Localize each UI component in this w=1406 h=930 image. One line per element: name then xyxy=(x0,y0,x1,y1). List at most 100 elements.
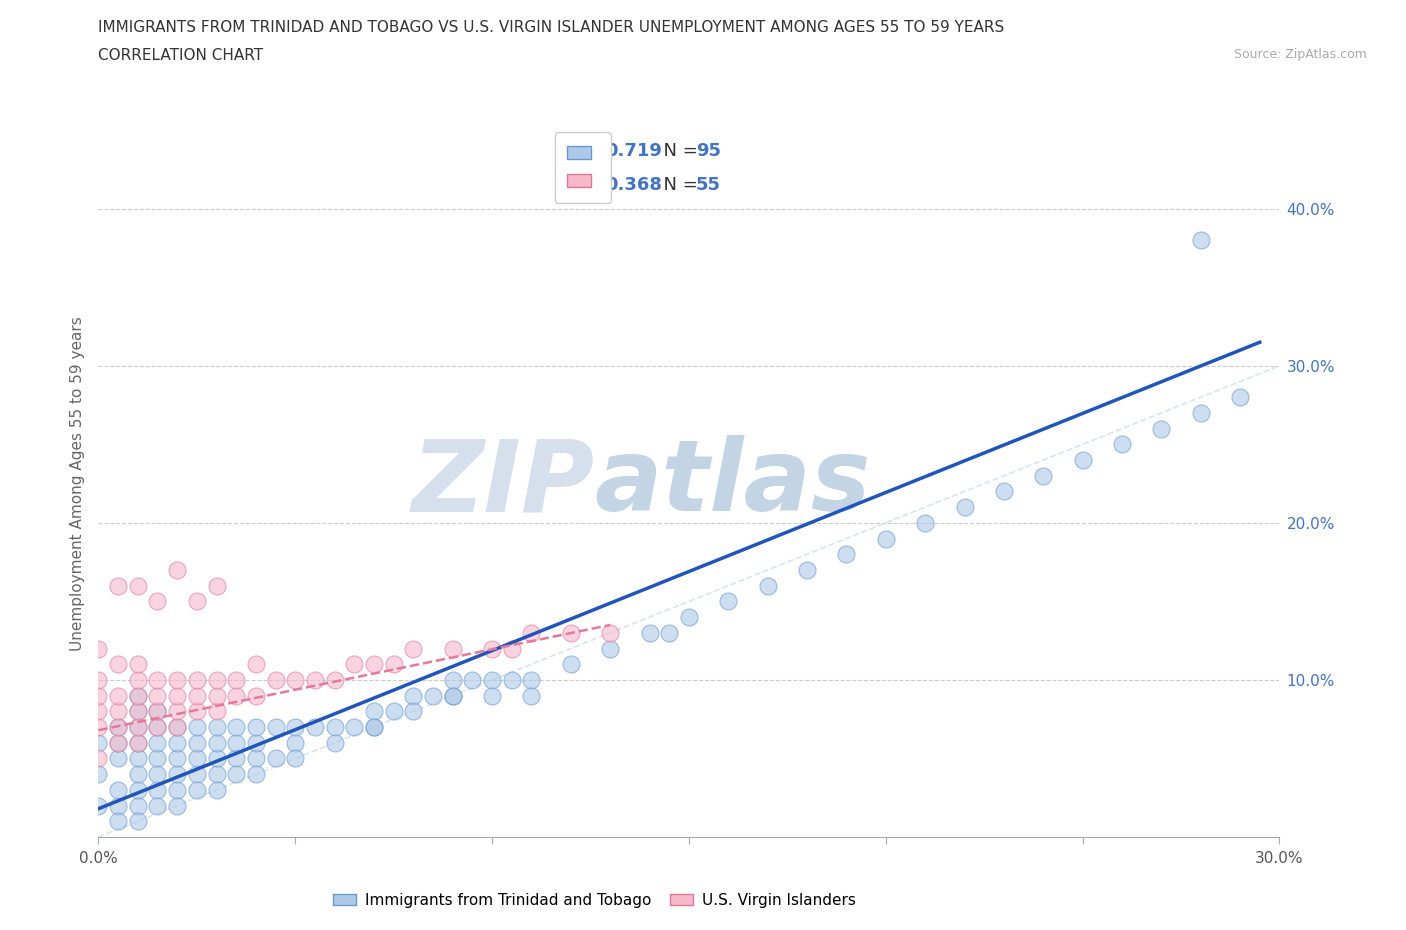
Point xyxy=(127,814,149,829)
Point xyxy=(402,688,425,703)
Point xyxy=(107,782,129,797)
Point xyxy=(245,720,267,735)
Point xyxy=(245,657,267,671)
Point xyxy=(599,625,621,640)
Point xyxy=(166,751,188,766)
Point xyxy=(205,751,228,766)
Point xyxy=(107,720,129,735)
Point xyxy=(304,720,326,735)
Point xyxy=(146,736,169,751)
Point xyxy=(127,798,149,813)
Point xyxy=(875,531,897,546)
Point xyxy=(245,736,267,751)
Point xyxy=(107,751,129,766)
Point xyxy=(107,736,129,751)
Point xyxy=(1150,421,1173,436)
Point xyxy=(87,798,110,813)
Point xyxy=(1189,232,1212,247)
Point xyxy=(127,736,149,751)
Point xyxy=(658,625,681,640)
Point xyxy=(343,657,366,671)
Point xyxy=(87,641,110,656)
Point xyxy=(166,688,188,703)
Point xyxy=(520,672,543,687)
Text: CORRELATION CHART: CORRELATION CHART xyxy=(98,48,263,63)
Point xyxy=(205,766,228,781)
Point xyxy=(678,610,700,625)
Text: atlas: atlas xyxy=(595,435,870,532)
Point xyxy=(363,720,385,735)
Text: R =: R = xyxy=(565,176,605,193)
Point xyxy=(914,515,936,530)
Point xyxy=(363,657,385,671)
Point xyxy=(87,704,110,719)
Point xyxy=(166,782,188,797)
Text: N =: N = xyxy=(652,141,703,160)
Point xyxy=(186,688,208,703)
Point xyxy=(225,751,247,766)
Point xyxy=(264,720,287,735)
Point xyxy=(107,688,129,703)
Point xyxy=(127,782,149,797)
Point xyxy=(717,594,740,609)
Point xyxy=(1111,437,1133,452)
Point xyxy=(225,766,247,781)
Point xyxy=(87,720,110,735)
Point xyxy=(461,672,484,687)
Point xyxy=(127,751,149,766)
Point xyxy=(127,736,149,751)
Point xyxy=(205,688,228,703)
Point xyxy=(382,704,405,719)
Point xyxy=(186,672,208,687)
Point xyxy=(107,704,129,719)
Point xyxy=(146,704,169,719)
Point xyxy=(127,720,149,735)
Point xyxy=(205,578,228,593)
Point xyxy=(166,766,188,781)
Point xyxy=(284,720,307,735)
Point xyxy=(225,736,247,751)
Point xyxy=(245,751,267,766)
Point xyxy=(146,751,169,766)
Point xyxy=(225,672,247,687)
Text: Source: ZipAtlas.com: Source: ZipAtlas.com xyxy=(1233,48,1367,61)
Point xyxy=(599,641,621,656)
Point xyxy=(501,641,523,656)
Point xyxy=(363,720,385,735)
Point xyxy=(323,720,346,735)
Point xyxy=(107,720,129,735)
Point xyxy=(186,720,208,735)
Point xyxy=(107,578,129,593)
Point xyxy=(481,688,503,703)
Point xyxy=(127,672,149,687)
Point xyxy=(402,704,425,719)
Point xyxy=(107,798,129,813)
Point xyxy=(186,704,208,719)
Point xyxy=(264,751,287,766)
Point xyxy=(225,720,247,735)
Point xyxy=(382,657,405,671)
Point xyxy=(205,720,228,735)
Point xyxy=(245,688,267,703)
Text: R =: R = xyxy=(565,141,605,160)
Point xyxy=(225,688,247,703)
Point xyxy=(87,672,110,687)
Point xyxy=(107,736,129,751)
Point xyxy=(146,720,169,735)
Point xyxy=(1189,405,1212,420)
Point xyxy=(127,704,149,719)
Point xyxy=(186,594,208,609)
Point xyxy=(146,766,169,781)
Point xyxy=(127,578,149,593)
Point xyxy=(186,782,208,797)
Text: 55: 55 xyxy=(696,176,721,193)
Text: 0.368: 0.368 xyxy=(605,176,662,193)
Point xyxy=(441,688,464,703)
Point xyxy=(796,563,818,578)
Y-axis label: Unemployment Among Ages 55 to 59 years: Unemployment Among Ages 55 to 59 years xyxy=(69,316,84,651)
Text: 0.719: 0.719 xyxy=(605,141,662,160)
Point xyxy=(107,657,129,671)
Point xyxy=(284,736,307,751)
Point xyxy=(166,720,188,735)
Point xyxy=(127,657,149,671)
